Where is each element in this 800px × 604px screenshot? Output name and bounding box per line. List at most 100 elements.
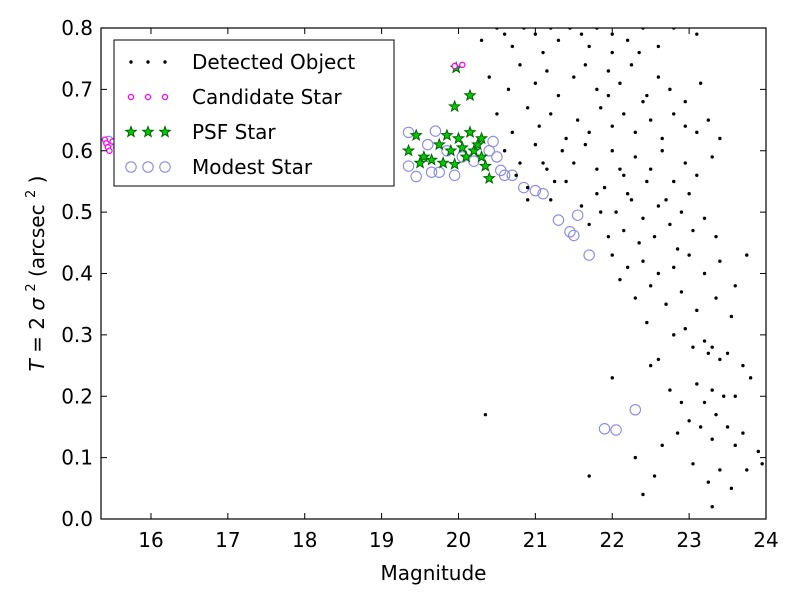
data-point-dot xyxy=(710,437,714,441)
data-point-open-circle xyxy=(568,229,580,242)
data-point-open-circle xyxy=(498,169,511,182)
data-point-star xyxy=(409,128,423,142)
data-point-open-circle xyxy=(552,214,565,226)
data-point-dot xyxy=(622,112,626,116)
legend-label: PSF Star xyxy=(192,120,276,144)
data-point-dot xyxy=(599,210,603,214)
data-point-dot xyxy=(560,149,564,153)
data-point-dot xyxy=(679,210,684,214)
y-label-paren-close: ) xyxy=(25,176,49,184)
data-point-star xyxy=(440,128,454,142)
data-point-dot xyxy=(545,167,549,171)
data-point-dot xyxy=(629,63,634,67)
series-psf-star xyxy=(401,60,496,184)
data-point-open-circle xyxy=(487,135,499,148)
data-point-dot xyxy=(668,87,672,92)
data-point-dot xyxy=(618,167,622,171)
data-point-dot xyxy=(610,376,614,380)
data-point-open-circle xyxy=(610,424,622,436)
data-point-star xyxy=(432,137,446,151)
data-point-dot xyxy=(533,142,538,147)
y-label-unit-sq: 2 xyxy=(24,190,39,198)
y-tick-label: 0.8 xyxy=(61,16,93,40)
data-point-star xyxy=(459,149,473,163)
data-point-dot xyxy=(695,308,699,313)
data-point-star xyxy=(474,131,489,145)
data-point-dot xyxy=(541,50,545,55)
data-point-dot xyxy=(733,443,737,448)
data-point-dot xyxy=(625,192,630,196)
data-point-open-circle xyxy=(429,125,442,137)
data-point-dot xyxy=(648,167,653,171)
data-point-dot xyxy=(564,179,568,184)
data-point-open-circle xyxy=(529,184,542,197)
data-point-star xyxy=(471,137,485,151)
data-point-dot xyxy=(706,351,711,355)
data-point-dot xyxy=(549,198,553,202)
data-point-dot xyxy=(622,228,626,233)
data-point-dot xyxy=(695,173,699,177)
data-point-dot xyxy=(702,339,707,343)
x-tick-label: 24 xyxy=(753,528,778,552)
data-point-star xyxy=(448,157,462,170)
data-point-dot xyxy=(583,63,588,67)
data-point-dot xyxy=(645,93,649,98)
data-point-dot xyxy=(510,130,515,135)
data-point-dot xyxy=(483,412,488,417)
data-point-dot xyxy=(618,81,622,85)
data-point-dot xyxy=(683,99,687,104)
data-point-dot xyxy=(729,486,734,491)
data-point-dot xyxy=(518,63,522,67)
x-tick-label: 16 xyxy=(138,528,163,552)
data-point-dot xyxy=(660,149,664,153)
data-point-dot xyxy=(610,253,614,257)
data-point-star xyxy=(448,99,462,113)
data-point-star xyxy=(463,88,477,102)
data-point-dot xyxy=(606,69,611,73)
data-point-open-circle xyxy=(402,160,415,172)
data-point-dot xyxy=(656,44,661,49)
data-point-open-circle xyxy=(564,226,576,238)
data-point-open-circle xyxy=(468,155,480,167)
data-point-dot xyxy=(691,462,695,466)
data-point-small-circle xyxy=(106,147,113,154)
data-point-dot xyxy=(595,192,599,196)
data-point-dot xyxy=(625,38,630,42)
x-tick-label: 17 xyxy=(215,528,240,552)
data-point-dot xyxy=(610,149,614,153)
x-tick-label: 22 xyxy=(600,528,625,552)
data-point-dot xyxy=(610,124,614,128)
data-point-dot xyxy=(652,234,657,239)
legend-marker-star xyxy=(141,125,155,138)
data-point-dot xyxy=(664,302,668,306)
legend-marker-open-circle xyxy=(125,161,137,173)
data-point-dot xyxy=(610,50,614,55)
data-point-dot xyxy=(595,167,599,171)
data-point-dot xyxy=(525,185,530,190)
data-point-star xyxy=(401,143,416,157)
data-point-dot xyxy=(710,345,714,349)
data-point-open-circle xyxy=(425,166,438,178)
data-point-dot xyxy=(610,32,614,36)
data-point-dot xyxy=(552,179,557,184)
y-label-sq: 2 xyxy=(24,283,39,291)
data-point-dot xyxy=(702,216,707,220)
data-point-dot xyxy=(648,363,653,368)
data-point-dot xyxy=(695,382,699,386)
y-tick-label: 0.3 xyxy=(61,323,93,347)
y-tick-label: 0.0 xyxy=(61,507,93,531)
legend-marker-small-circle xyxy=(127,93,135,101)
data-point-dot xyxy=(656,204,661,208)
data-point-star xyxy=(467,143,481,157)
data-point-dot xyxy=(714,234,718,239)
y-label-var: T xyxy=(25,357,49,371)
legend-label: Modest Star xyxy=(192,155,313,179)
data-point-star xyxy=(436,156,450,169)
data-point-dot xyxy=(495,112,499,116)
data-point-star xyxy=(413,156,427,169)
legend-marker-star xyxy=(158,125,172,138)
y-tick-label: 0.5 xyxy=(61,200,93,224)
data-point-dot xyxy=(733,284,737,288)
